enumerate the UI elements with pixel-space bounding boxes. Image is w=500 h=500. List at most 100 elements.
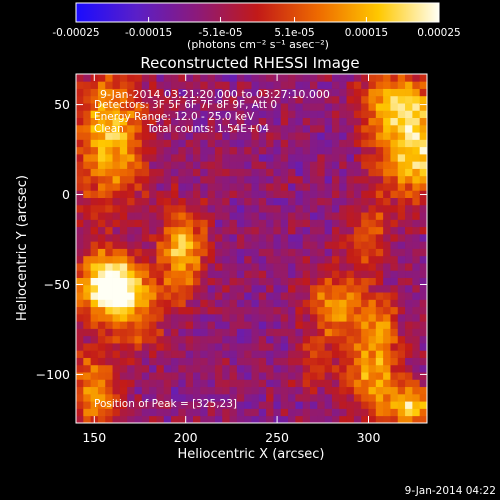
heatmap-cell — [280, 161, 289, 169]
heatmap-cell — [127, 226, 135, 235]
heatmap-cell — [171, 313, 179, 322]
heatmap-cell — [90, 117, 99, 126]
heatmap-cell — [90, 233, 99, 242]
heatmap-cell — [149, 343, 157, 351]
heatmap-cell — [339, 88, 347, 97]
heatmap-cell — [76, 292, 84, 300]
heatmap-cell — [353, 204, 362, 213]
heatmap-cell — [331, 197, 340, 206]
heatmap-cell — [193, 204, 201, 213]
heatmap-cell — [229, 110, 238, 119]
heatmap-cell — [193, 277, 201, 286]
heatmap-cell — [119, 364, 128, 373]
heatmap-cell — [141, 233, 150, 242]
heatmap-cell — [105, 139, 113, 148]
heatmap-cell — [397, 153, 406, 162]
heatmap-cell — [105, 255, 113, 264]
heatmap-cell — [149, 321, 157, 329]
heatmap-cell — [90, 321, 99, 329]
heatmap-cell — [353, 219, 362, 228]
heatmap-cell — [310, 284, 318, 293]
heatmap-cell — [90, 81, 99, 89]
heatmap-cell — [222, 328, 230, 337]
heatmap-cell — [163, 270, 172, 278]
heatmap-cell — [207, 379, 216, 388]
heatmap-cell — [368, 183, 377, 191]
heatmap-cell — [375, 350, 384, 358]
heatmap-cell — [331, 277, 340, 286]
heatmap-cell — [288, 313, 296, 322]
heatmap-cell — [90, 110, 99, 119]
heatmap-cell — [119, 153, 128, 162]
heatmap-cell — [331, 146, 340, 155]
heatmap-cell — [412, 364, 421, 373]
heatmap-cell — [149, 95, 157, 104]
heatmap-cell — [83, 335, 92, 344]
heatmap-cell — [244, 328, 252, 337]
heatmap-cell — [280, 190, 289, 198]
heatmap-cell — [251, 321, 260, 329]
heatmap-cell — [258, 386, 267, 395]
heatmap-cell — [288, 393, 296, 402]
heatmap-cell — [141, 248, 150, 257]
heatmap-cell — [251, 408, 260, 417]
heatmap-cell — [346, 88, 355, 97]
heatmap-cell — [171, 328, 179, 337]
heatmap-cell — [185, 343, 194, 351]
heatmap-cell — [112, 408, 121, 417]
heatmap-cell — [266, 103, 274, 111]
heatmap-cell — [405, 255, 413, 264]
heatmap-cell — [127, 248, 135, 257]
heatmap-cell — [105, 103, 113, 111]
heatmap-cell — [390, 197, 399, 206]
heatmap-cell — [127, 313, 135, 322]
heatmap-cell — [266, 241, 274, 249]
heatmap-cell — [244, 372, 252, 380]
heatmap-cell — [273, 328, 282, 337]
colorbar-unit-label: (photons cm⁻² s⁻¹ asec⁻²) — [187, 38, 329, 51]
heatmap-cell — [141, 132, 150, 140]
heatmap-cell — [273, 139, 282, 148]
heatmap-cell — [266, 117, 274, 126]
heatmap-cell — [214, 175, 223, 184]
heatmap-cell — [90, 372, 99, 380]
heatmap-cell — [266, 81, 274, 89]
heatmap-cell — [368, 168, 377, 177]
heatmap-cell — [295, 117, 304, 126]
heatmap-cell — [207, 175, 216, 184]
heatmap-cell — [200, 226, 209, 235]
heatmap-cell — [193, 364, 201, 373]
heatmap-cell — [353, 95, 362, 104]
heatmap-cell — [119, 328, 128, 337]
heatmap-cell — [331, 183, 340, 191]
heatmap-cell — [171, 183, 179, 191]
heatmap-cell — [105, 161, 113, 169]
heatmap-cell — [258, 284, 267, 293]
heatmap-cell — [295, 270, 304, 278]
heatmap-cell — [405, 233, 413, 242]
heatmap-cell — [375, 74, 384, 82]
heatmap-cell — [361, 255, 369, 264]
heatmap-cell — [361, 175, 369, 184]
heatmap-cell — [412, 277, 421, 286]
heatmap-cell — [346, 328, 355, 337]
heatmap-cell — [171, 190, 179, 198]
heatmap-cell — [244, 321, 252, 329]
heatmap-cell — [97, 284, 106, 293]
heatmap-cell — [383, 132, 391, 140]
heatmap-cell — [236, 415, 245, 424]
heatmap-cell — [331, 386, 340, 395]
heatmap-cell — [178, 364, 187, 373]
heatmap-cell — [390, 233, 399, 242]
heatmap-cell — [112, 379, 121, 388]
heatmap-cell — [200, 204, 209, 213]
heatmap-cell — [244, 175, 252, 184]
heatmap-cell — [390, 175, 399, 184]
heatmap-cell — [368, 241, 377, 249]
heatmap-cell — [310, 350, 318, 358]
heatmap-cell — [214, 74, 223, 82]
heatmap-cell — [214, 255, 223, 264]
heatmap-cell — [76, 270, 84, 278]
heatmap-cell — [280, 132, 289, 140]
heatmap-cell — [236, 183, 245, 191]
